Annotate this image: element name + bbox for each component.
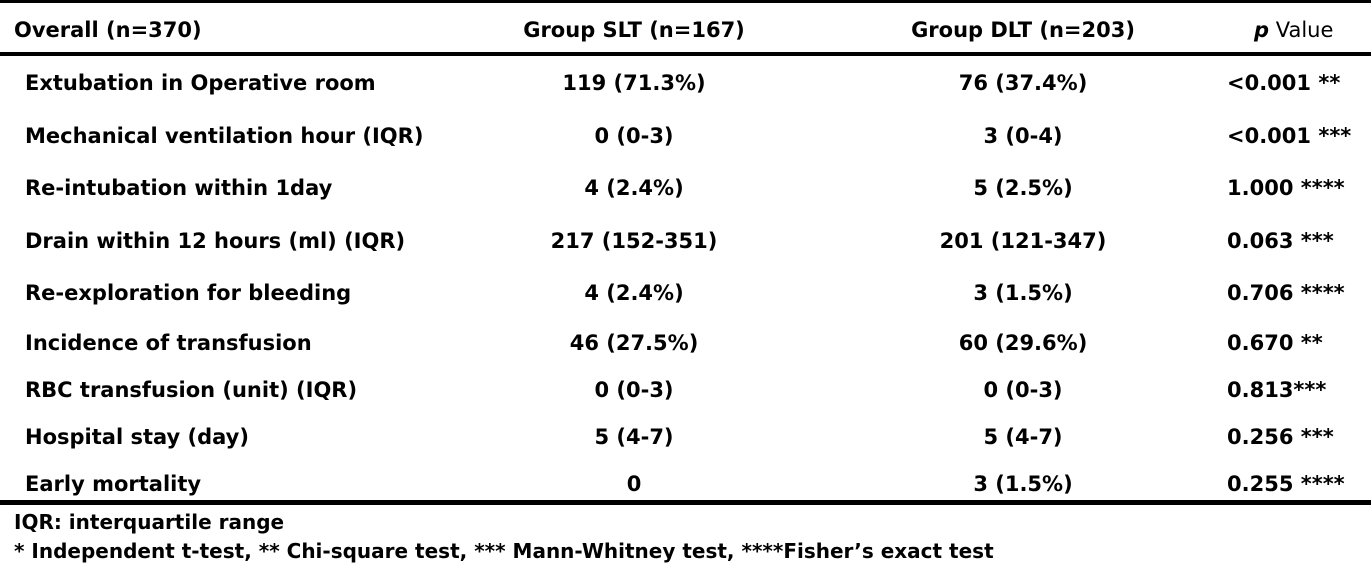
row-p-transfusion-incidence: 0.670 **: [1227, 331, 1323, 355]
row-dlt-hospital-stay: 5 (4-7): [983, 425, 1063, 449]
row-label-transfusion-incidence: Incidence of transfusion: [25, 331, 312, 355]
row-dlt-reexploration: 3 (1.5%): [973, 281, 1073, 305]
row-slt-reintubation: 4 (2.4%): [584, 176, 684, 200]
row-label-rbc-transfusion: RBC transfusion (unit) (IQR): [25, 378, 358, 402]
row-dlt-early-mortality: 3 (1.5%): [973, 472, 1073, 496]
header-group-dlt: Group DLT (n=203): [911, 18, 1135, 42]
row-p-extubation: <0.001 **: [1227, 71, 1341, 95]
header-overall: Overall (n=370): [14, 18, 202, 42]
row-p-ventilation: <0.001 ***: [1227, 124, 1352, 148]
row-label-reexploration: Re-exploration for bleeding: [25, 281, 352, 305]
header-p-letter: p: [1254, 18, 1270, 42]
row-label-ventilation: Mechanical ventilation hour (IQR): [25, 124, 424, 148]
row-p-early-mortality: 0.255 ****: [1227, 472, 1345, 496]
row-dlt-drain: 201 (121-347): [939, 229, 1107, 253]
row-p-hospital-stay: 0.256 ***: [1227, 425, 1334, 449]
row-p-reexploration: 0.706 ****: [1227, 281, 1345, 305]
row-p-rbc-transfusion: 0.813***: [1227, 378, 1327, 402]
row-slt-rbc-transfusion: 0 (0-3): [594, 378, 674, 402]
row-dlt-extubation: 76 (37.4%): [958, 71, 1088, 95]
header-p-value: p Value: [1254, 17, 1333, 43]
row-slt-early-mortality: 0: [626, 472, 642, 496]
row-slt-hospital-stay: 5 (4-7): [594, 425, 674, 449]
row-label-extubation: Extubation in Operative room: [25, 71, 376, 95]
header-group-slt: Group SLT (n=167): [523, 18, 745, 42]
row-slt-extubation: 119 (71.3%): [562, 71, 706, 95]
table-bottom-rule: [0, 500, 1371, 505]
row-slt-drain: 217 (152-351): [550, 229, 718, 253]
footnote-tests: * Independent t-test, ** Chi-square test…: [14, 539, 994, 563]
row-slt-ventilation: 0 (0-3): [594, 124, 674, 148]
header-value-word: Value: [1269, 18, 1334, 42]
table-header-rule: [0, 52, 1371, 56]
row-p-reintubation: 1.000 ****: [1227, 176, 1345, 200]
row-dlt-ventilation: 3 (0-4): [983, 124, 1063, 148]
row-p-drain: 0.063 ***: [1227, 229, 1334, 253]
row-dlt-transfusion-incidence: 60 (29.6%): [958, 331, 1088, 355]
table-top-rule: [0, 0, 1371, 3]
row-slt-reexploration: 4 (2.4%): [584, 281, 684, 305]
row-label-hospital-stay: Hospital stay (day): [25, 425, 249, 449]
row-label-early-mortality: Early mortality: [25, 472, 202, 496]
row-label-drain: Drain within 12 hours (ml) (IQR): [25, 229, 406, 253]
footnote-iqr: IQR: interquartile range: [14, 510, 285, 534]
row-dlt-reintubation: 5 (2.5%): [973, 176, 1073, 200]
row-slt-transfusion-incidence: 46 (27.5%): [569, 331, 699, 355]
row-dlt-rbc-transfusion: 0 (0-3): [983, 378, 1063, 402]
row-label-reintubation: Re-intubation within 1day: [25, 176, 333, 200]
